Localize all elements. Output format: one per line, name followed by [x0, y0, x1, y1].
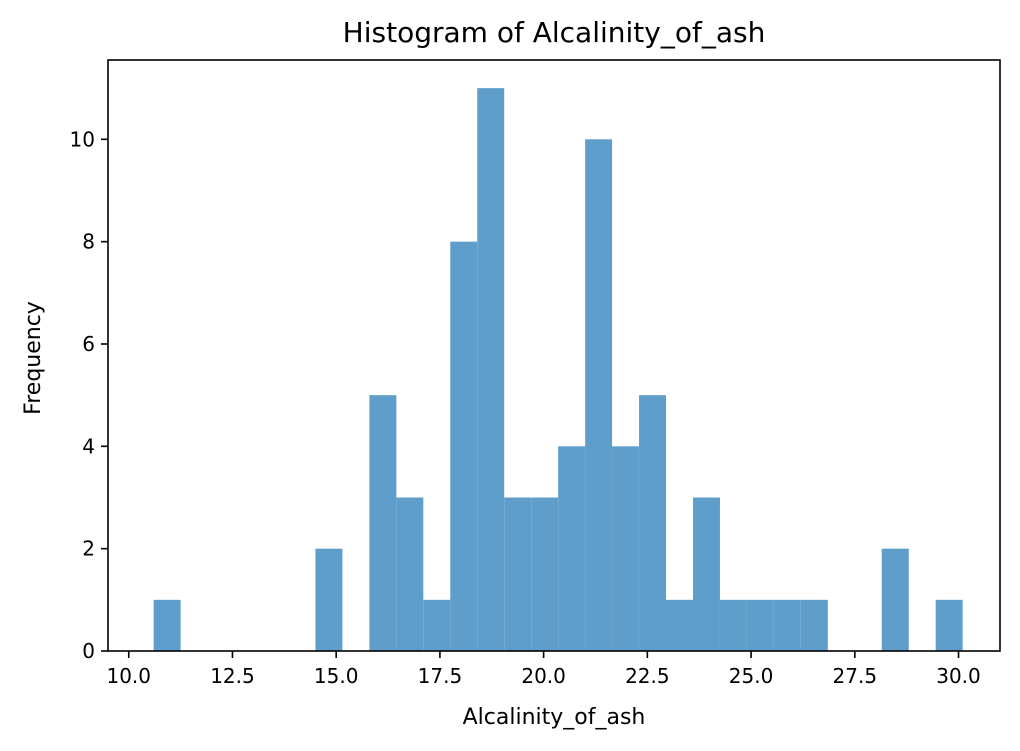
x-tick-label: 30.0 — [936, 664, 981, 688]
x-tick-label: 12.5 — [210, 664, 255, 688]
histogram-bar — [666, 599, 693, 651]
x-tick-label: 15.0 — [314, 664, 359, 688]
histogram-bar — [153, 599, 181, 651]
x-tick-label: 20.0 — [521, 664, 566, 688]
y-axis-ticks: 0 2 4 6 8 10 — [70, 127, 108, 663]
y-tick-label: 6 — [82, 332, 95, 356]
histogram-bar — [719, 599, 747, 651]
histogram-bar — [396, 497, 424, 651]
y-tick-label: 10 — [70, 127, 95, 151]
histogram-bar — [369, 395, 397, 651]
histogram-bar — [477, 88, 505, 651]
histogram-bar — [585, 139, 613, 651]
chart-title: Histogram of Alcalinity_of_ash — [343, 16, 766, 49]
histogram-bar — [935, 599, 963, 651]
x-tick-label: 25.0 — [729, 664, 774, 688]
histogram-bar — [773, 599, 801, 651]
histogram-bar — [450, 241, 478, 651]
x-tick-label: 22.5 — [625, 664, 670, 688]
y-tick-label: 8 — [82, 230, 95, 254]
histogram-bar — [612, 446, 640, 651]
histogram-bar — [746, 599, 774, 651]
x-tick-label: 17.5 — [418, 664, 463, 688]
histogram-bar — [315, 548, 343, 651]
histogram-bar — [881, 548, 909, 651]
plot-frame — [107, 59, 1001, 652]
y-tick-label: 4 — [82, 434, 95, 458]
bars-group — [153, 88, 963, 651]
y-axis-label: Frequency — [21, 301, 46, 415]
histogram-bar — [558, 446, 586, 651]
histogram-bar — [800, 599, 828, 651]
x-axis-label: Alcalinity_of_ash — [463, 705, 646, 730]
histogram-bar — [639, 395, 667, 651]
x-tick-label: 10.0 — [106, 664, 151, 688]
histogram-bar — [423, 599, 451, 651]
histogram-bar — [692, 497, 720, 651]
x-tick-label: 27.5 — [833, 664, 878, 688]
x-axis-ticks: 10.0 12.5 15.0 17.5 20.0 22.5 25.0 27.5 30.0 — [106, 651, 981, 688]
histogram-bar — [504, 497, 532, 651]
y-tick-label: 0 — [82, 639, 95, 663]
histogram-bar — [531, 497, 559, 651]
y-tick-label: 2 — [82, 537, 95, 561]
